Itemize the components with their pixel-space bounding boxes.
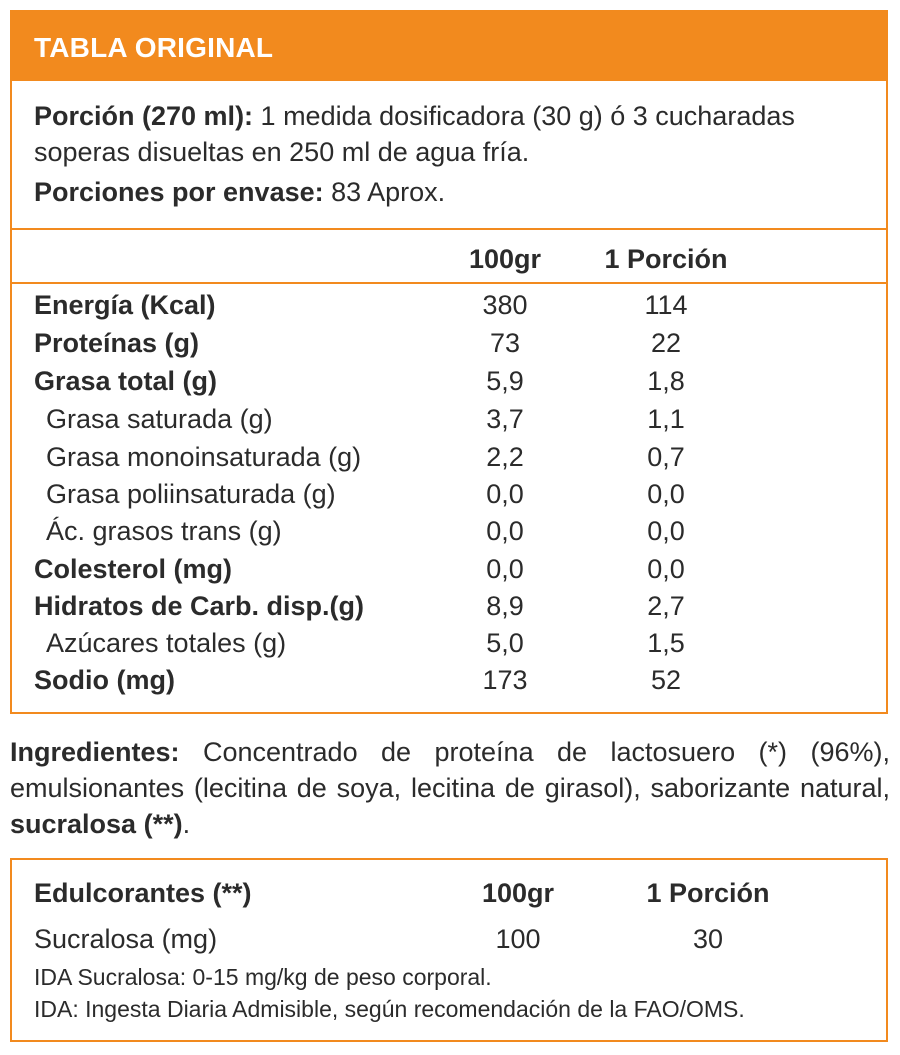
value-100g: 5,9 — [486, 366, 524, 396]
nutrient-label: Energía (Kcal) — [34, 290, 216, 320]
value-portion: 0,0 — [647, 516, 685, 546]
value-portion: 0,7 — [647, 442, 685, 472]
nutrient-row: Colesterol (mg) 0,0 0,0 — [12, 554, 886, 590]
value-100g: 5,0 — [486, 628, 524, 658]
divider — [12, 228, 886, 230]
nutrient-row: Hidratos de Carb. disp.(g) 8,9 2,7 — [12, 591, 886, 627]
nutrient-label: Azúcares totales (g) — [46, 628, 287, 658]
value-portion: 1,8 — [647, 366, 685, 396]
nutrient-label: Hidratos de Carb. disp.(g) — [34, 591, 365, 621]
ingredients-list: Concentrado de proteína de lactosuero (*… — [10, 737, 890, 803]
value-portion: 1,5 — [647, 628, 685, 658]
ingredients-sweetener: sucralosa (**) — [10, 809, 183, 839]
nutrient-row: Grasa poliinsaturada (g) 0,0 0,0 — [12, 479, 886, 515]
value-portion: 1,1 — [647, 404, 685, 434]
ingredients-section: Ingredientes: Concentrado de proteína de… — [10, 734, 890, 842]
servings-text: 83 Aprox. — [323, 177, 446, 207]
nutrient-label: Proteínas (g) — [34, 328, 200, 358]
serving-size-text: 1 medida dosificadora (30 g) ó 3 cuchara… — [34, 101, 795, 167]
nutrition-table: TABLA ORIGINAL Porción (270 ml): 1 medid… — [10, 10, 888, 714]
column-header-portion: 1 Porción — [604, 244, 728, 274]
nutrient-row: Proteínas (g) 73 22 — [12, 328, 886, 364]
value-100g: 100 — [495, 924, 541, 954]
divider — [12, 282, 886, 284]
value-100g: 0,0 — [486, 516, 524, 546]
value-portion: 52 — [650, 665, 682, 695]
value-portion: 22 — [650, 328, 682, 358]
value-100g: 3,7 — [486, 404, 524, 434]
table-title: TABLA ORIGINAL — [34, 32, 274, 63]
column-header-portion: 1 Porción — [646, 878, 770, 908]
ingredients-label: Ingredientes: — [10, 737, 180, 767]
ida-note: IDA Sucralosa: 0-15 mg/kg de peso corpor… — [34, 964, 492, 990]
nutrient-row: Azúcares totales (g) 5,0 1,5 — [12, 628, 886, 664]
value-100g: 8,9 — [486, 591, 524, 621]
servings-label: Porciones por envase: — [34, 177, 324, 207]
value-portion: 0,0 — [647, 479, 685, 509]
value-100g: 73 — [489, 328, 521, 358]
sweetener-header-label: Edulcorantes (**) — [34, 878, 252, 908]
value-100g: 380 — [482, 290, 528, 320]
servings-per-container: Porciones por envase: 83 Aprox. — [34, 174, 874, 210]
nutrient-row: Energía (Kcal) 380 114 — [12, 290, 886, 326]
serving-info: Porción (270 ml): 1 medida dosificadora … — [34, 98, 874, 210]
value-portion: 2,7 — [647, 591, 685, 621]
ida-definition: IDA: Ingesta Diaria Admisible, según rec… — [34, 996, 745, 1022]
serving-size: Porción (270 ml): 1 medida dosificadora … — [34, 98, 874, 170]
value-portion: 114 — [644, 290, 688, 320]
nutrient-row: Grasa monoinsaturada (g) 2,2 0,7 — [12, 442, 886, 478]
nutrient-label: Grasa total (g) — [34, 366, 218, 396]
table-header: TABLA ORIGINAL — [12, 12, 886, 81]
nutrient-row: Ác. grasos trans (g) 0,0 0,0 — [12, 516, 886, 552]
nutrient-label: Grasa poliinsaturada (g) — [46, 479, 336, 509]
serving-size-label: Porción (270 ml): — [34, 101, 254, 131]
nutrient-label: Colesterol (mg) — [34, 554, 233, 584]
nutrient-label: Ác. grasos trans (g) — [46, 516, 282, 546]
nutrient-label: Grasa monoinsaturada (g) — [46, 442, 362, 472]
sweetener-table: Edulcorantes (**) 100gr 1 Porción Sucral… — [10, 858, 888, 1042]
nutrient-row: Grasa saturada (g) 3,7 1,1 — [12, 404, 886, 440]
value-100g: 0,0 — [486, 554, 524, 584]
value-portion: 30 — [692, 924, 724, 954]
sweetener-label: Sucralosa (mg) — [34, 924, 218, 954]
nutrient-row: Sodio (mg) 173 52 — [12, 665, 886, 701]
nutrient-label: Sodio (mg) — [34, 665, 175, 695]
nutrient-row: Grasa total (g) 5,9 1,8 — [12, 366, 886, 402]
value-100g: 173 — [482, 665, 528, 695]
value-100g: 2,2 — [486, 442, 524, 472]
value-100g: 0,0 — [486, 479, 524, 509]
column-header-100g: 100gr — [468, 244, 542, 274]
nutrient-label: Grasa saturada (g) — [46, 404, 273, 434]
ingredients-end: . — [182, 809, 191, 839]
ingredients-text: Ingredientes: Concentrado de proteína de… — [10, 734, 890, 842]
column-header-100g: 100gr — [481, 878, 555, 908]
value-portion: 0,0 — [647, 554, 685, 584]
